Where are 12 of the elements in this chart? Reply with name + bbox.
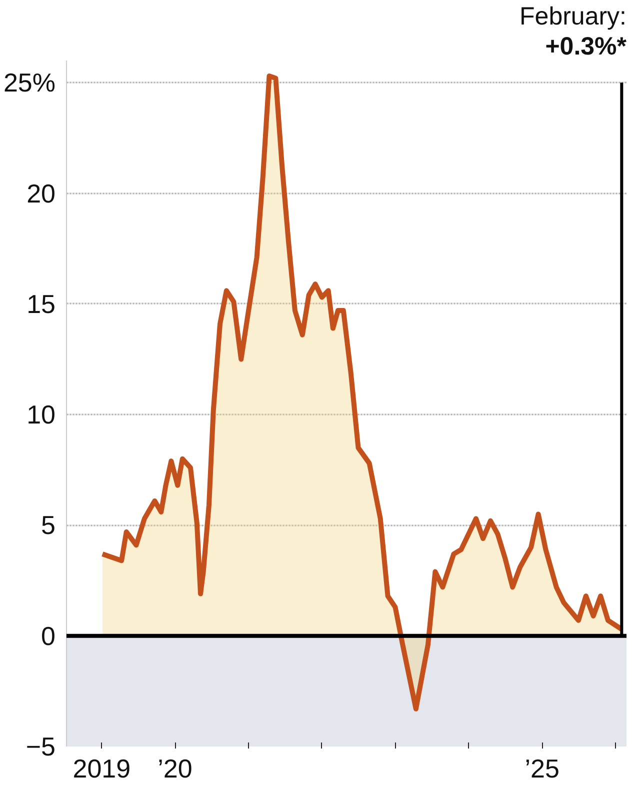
y-tick-label: 25% — [3, 68, 56, 98]
text: February: — [520, 2, 626, 30]
x-tick-label: ’25 — [524, 754, 560, 784]
y-tick-label: 10 — [26, 400, 56, 430]
annotation: +0.3%* — [545, 32, 627, 60]
y-tick-label: 15 — [26, 288, 56, 319]
y-tick-label: 20 — [26, 178, 56, 208]
y-tick-label: 0 — [41, 620, 56, 651]
y-tick-label: −5 — [26, 732, 56, 762]
x-tick-label: 2019 — [72, 754, 131, 784]
y-tick-label: 5 — [41, 510, 56, 540]
x-tick-label: ’20 — [158, 754, 192, 784]
